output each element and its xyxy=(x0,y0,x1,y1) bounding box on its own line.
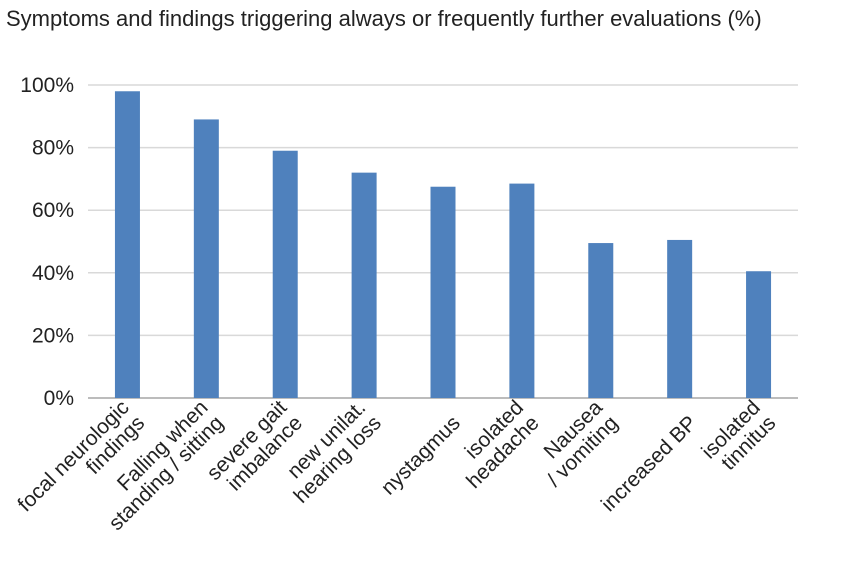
y-tick-label: 60% xyxy=(32,199,74,222)
bar xyxy=(667,239,693,398)
y-tick-label: 40% xyxy=(32,262,74,285)
bar xyxy=(509,183,535,398)
bar xyxy=(746,271,772,398)
bars xyxy=(114,91,772,399)
chart-title: Symptoms and findings triggering always … xyxy=(6,6,762,31)
bar xyxy=(114,91,140,398)
y-tick-label: 80% xyxy=(32,137,74,160)
y-tick-label: 100% xyxy=(20,74,74,97)
x-tick-label: Nausea/ vomiting xyxy=(540,396,623,492)
bar xyxy=(272,150,298,398)
bar xyxy=(351,172,377,398)
bar xyxy=(430,186,456,398)
x-tick-label: nystagmus xyxy=(377,412,465,500)
bar xyxy=(193,119,219,399)
x-tick-label-line: nystagmus xyxy=(377,412,465,500)
y-tick-label: 20% xyxy=(32,324,74,347)
bar xyxy=(588,243,614,398)
y-tick-label: 0% xyxy=(44,387,74,410)
